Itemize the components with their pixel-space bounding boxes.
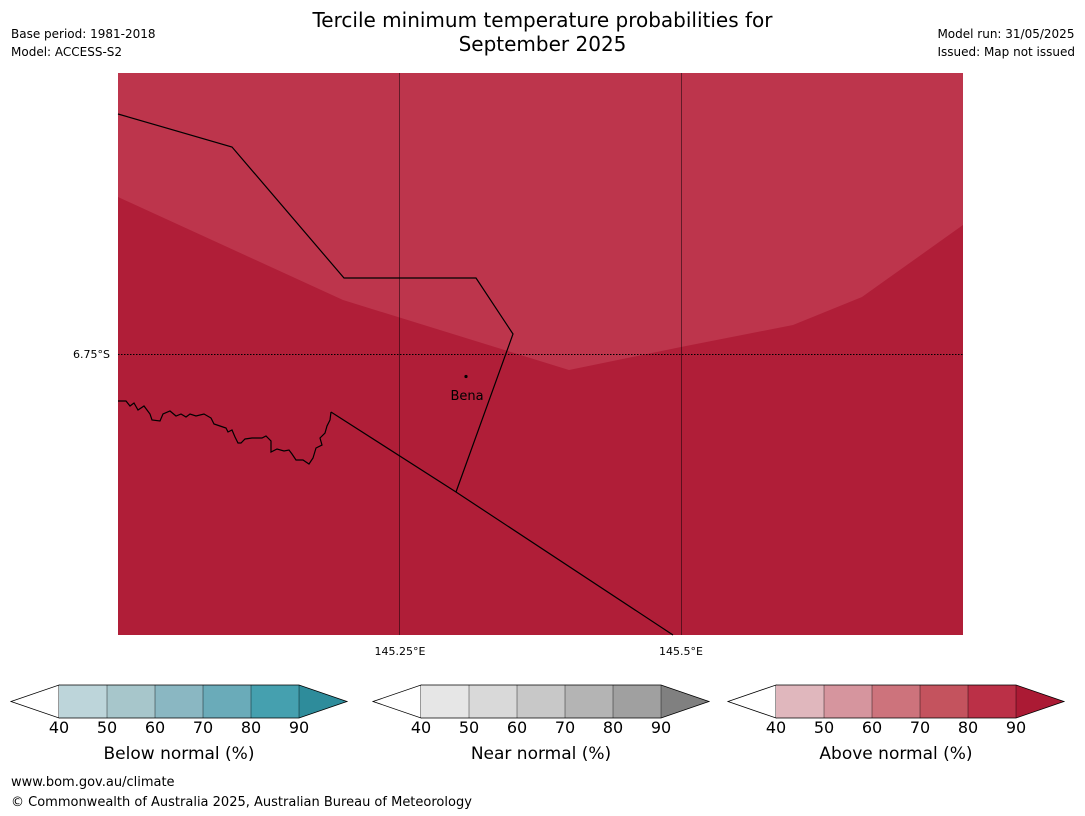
bena-label: Bena (450, 389, 483, 404)
longitude-label-145-5: 145.5°E (659, 645, 703, 658)
tick-label: 40 (765, 718, 787, 737)
colorbar-near-bin-80-90 (613, 685, 661, 718)
footer-copyright: © Commonwealth of Australia 2025, Austra… (11, 795, 472, 810)
colorbar-below-bin-80-90 (251, 685, 299, 718)
tick-label: 60 (144, 718, 166, 737)
tick-label: 40 (48, 718, 70, 737)
meta-left: Base period: 1981-2018 Model: ACCESS-S2 (11, 25, 156, 61)
tick-label: 40 (410, 718, 432, 737)
title-line-1: Tercile minimum temperature probabilitie… (312, 8, 773, 32)
colorbar-above-min-extend (726, 684, 777, 719)
bena-marker (464, 374, 468, 379)
tick-label: 50 (458, 718, 480, 737)
colorbar-near-max-extend (661, 685, 709, 718)
colorbar-near-bin-50-60 (469, 685, 517, 718)
tick-label: 90 (650, 718, 672, 737)
tick-label: 90 (288, 718, 310, 737)
colorbar-near-outline (421, 684, 711, 719)
footer-url: www.bom.gov.au/climate (11, 775, 175, 790)
colorbar-below-outline (59, 684, 349, 719)
model-text: Model: ACCESS-S2 (11, 45, 123, 59)
tick-label: 80 (240, 718, 262, 737)
title-line-2: September 2025 (458, 32, 627, 56)
colorbar-below-min-extend (9, 684, 60, 719)
colorbar-above-bin-40-50 (776, 685, 824, 718)
tick-label: 60 (506, 718, 528, 737)
longitude-label-145-25: 145.25°E (375, 645, 426, 658)
colorbar-near-bin-60-70 (517, 685, 565, 718)
colorbar-above-bin-50-60 (824, 685, 872, 718)
colorbar-above-normal (726, 684, 1066, 719)
tick-label: 70 (192, 718, 214, 737)
river-coastline (118, 400, 332, 465)
above-normal-label: Above normal (%) (819, 744, 973, 764)
colorbar-below-max-extend (299, 685, 347, 718)
colorbar-above-bin-70-80 (920, 685, 968, 718)
colorbar-above-bin-60-70 (872, 685, 920, 718)
below-normal-label: Below normal (%) (103, 744, 255, 764)
tick-label: 80 (957, 718, 979, 737)
colorbar-below-bin-50-60 (107, 685, 155, 718)
colorbar-below-normal (9, 684, 349, 719)
latitude-label: 6.75°S (73, 348, 110, 361)
colorbar-above-outline (776, 684, 1066, 719)
tick-label: 70 (909, 718, 931, 737)
map-region-80-90 (118, 197, 963, 635)
base-period-text: Base period: 1981-2018 (11, 27, 156, 41)
tick-label: 50 (813, 718, 835, 737)
near-normal-label: Near normal (%) (470, 744, 612, 764)
issued-text: Issued: Map not issued (937, 45, 1075, 59)
colorbar-near-bin-70-80 (565, 685, 613, 718)
tick-label: 60 (861, 718, 883, 737)
model-run-text: Model run: 31/05/2025 (937, 27, 1075, 41)
colorbar-below-bin-60-70 (155, 685, 203, 718)
colorbar-below-bin-70-80 (203, 685, 251, 718)
tick-label: 50 (96, 718, 118, 737)
map-title: Tercile minimum temperature probabilitie… (0, 8, 1085, 56)
colorbar-above-bin-80-90 (968, 685, 1016, 718)
tick-label: 80 (602, 718, 624, 737)
province-boundary (117, 113, 514, 493)
meta-right: Model run: 31/05/2025 Issued: Map not is… (937, 25, 1075, 61)
colorbar-below-bin-40-50 (59, 685, 107, 718)
tick-label: 70 (554, 718, 576, 737)
tick-label: 90 (1005, 718, 1027, 737)
province-boundary-south (330, 411, 674, 636)
colorbar-near-bin-40-50 (421, 685, 469, 718)
colorbar-near-min-extend (371, 684, 422, 719)
colorbar-above-max-extend (1016, 685, 1064, 718)
colorbar-near-normal (371, 684, 711, 719)
